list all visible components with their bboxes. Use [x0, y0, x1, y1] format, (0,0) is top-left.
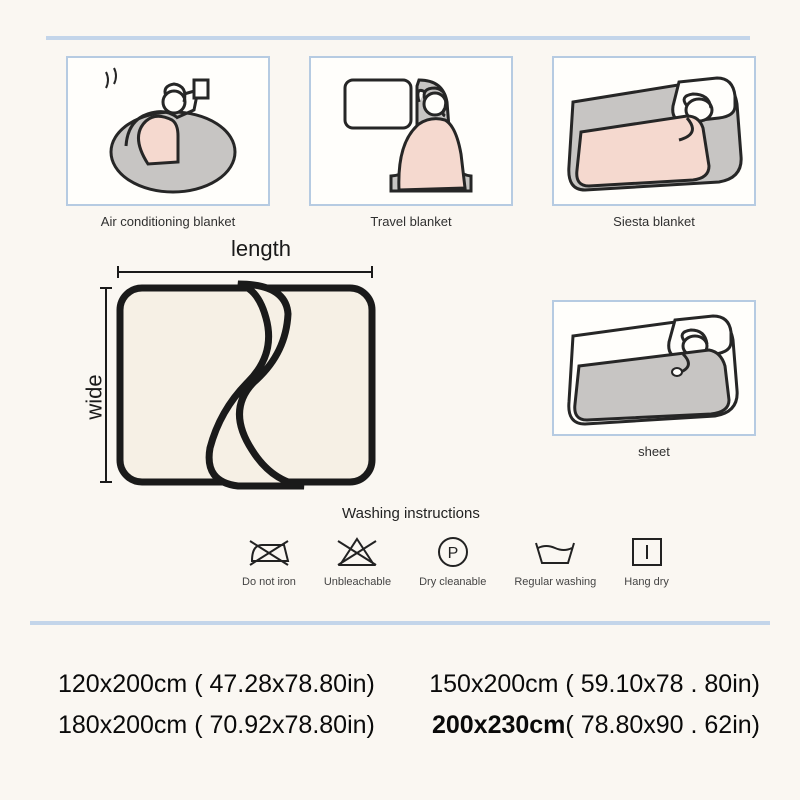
siesta-illustration	[552, 56, 756, 206]
travel-illustration	[309, 56, 513, 206]
wash-regular: Regular washing	[514, 532, 596, 588]
no-iron-label: Do not iron	[242, 576, 296, 588]
sheet-icon	[559, 308, 749, 428]
size-diagram: length wide	[86, 236, 386, 509]
use-case-siesta: Siesta blanket	[552, 56, 756, 229]
size-4: 200x230cm( 78.80x90 . 62in)	[432, 711, 760, 740]
hang-dry-icon	[624, 532, 669, 572]
sizes-list: 120x200cm ( 47.28x78.80in) 150x200cm ( 5…	[58, 670, 760, 752]
washing-icons-row: Do not iron Unbleachable P Dry cleanable	[242, 532, 752, 588]
top-divider	[46, 36, 750, 40]
use-case-travel: Travel blanket	[309, 56, 513, 229]
size-2: 150x200cm ( 59.10x78 . 80in)	[429, 670, 760, 699]
siesta-label: Siesta blanket	[552, 214, 756, 229]
washing-section: Washing instructions Do not iron Unbleac	[242, 505, 752, 588]
washing-title: Washing instructions	[342, 505, 752, 522]
wash-label: Regular washing	[514, 576, 596, 588]
size-row-2: 180x200cm ( 70.92x78.80in) 200x230cm( 78…	[58, 711, 760, 740]
air-illustration	[66, 56, 270, 206]
wide-label: wide	[82, 374, 108, 419]
use-case-air: Air conditioning blanket	[66, 56, 270, 229]
dryclean-label: Dry cleanable	[419, 576, 486, 588]
beanbag-icon	[78, 66, 258, 196]
no-bleach-label: Unbleachable	[324, 576, 391, 588]
blanket-diagram-icon	[86, 264, 386, 504]
svg-text:P: P	[447, 545, 458, 562]
wash-no-bleach: Unbleachable	[324, 532, 391, 588]
size-3: 180x200cm ( 70.92x78.80in)	[58, 711, 375, 740]
bed-icon	[559, 66, 749, 196]
no-bleach-icon	[324, 532, 391, 572]
size-row-1: 120x200cm ( 47.28x78.80in) 150x200cm ( 5…	[58, 670, 760, 699]
wash-no-iron: Do not iron	[242, 532, 296, 588]
use-cases-row: Air conditioning blanket Travel blanket	[66, 56, 756, 229]
travel-label: Travel blanket	[309, 214, 513, 229]
no-iron-icon	[242, 532, 296, 572]
sheet-illustration	[552, 300, 756, 436]
dryclean-icon: P	[419, 532, 486, 572]
use-case-sheet: sheet	[552, 300, 756, 459]
seat-icon	[321, 66, 501, 196]
sheet-label: sheet	[552, 444, 756, 459]
wash-hang: Hang dry	[624, 532, 669, 588]
size-1: 120x200cm ( 47.28x78.80in)	[58, 670, 375, 699]
wash-dryclean: P Dry cleanable	[419, 532, 486, 588]
air-label: Air conditioning blanket	[66, 214, 270, 229]
wash-icon	[514, 532, 596, 572]
hang-label: Hang dry	[624, 576, 669, 588]
length-label: length	[136, 236, 386, 262]
bottom-divider	[30, 621, 770, 625]
